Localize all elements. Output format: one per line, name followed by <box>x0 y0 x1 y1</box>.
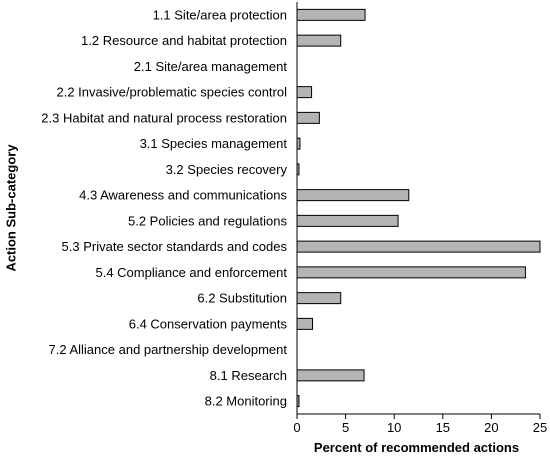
category-label-2-2-invasive-problematic-species-control: 2.2 Invasive/problematic species control <box>56 85 287 100</box>
bar-5-2-policies-and-regulations <box>296 214 399 227</box>
bar-5-4-compliance-and-enforcement <box>296 266 526 279</box>
bar-2-2-invasive-problematic-species-control <box>296 86 313 99</box>
bars-group <box>296 8 541 408</box>
category-label-8-1-research: 8.1 Research <box>210 368 287 383</box>
category-label-6-2-substitution: 6.2 Substitution <box>197 291 287 306</box>
category-label-5-3-private-sector-standards-and-codes: 5.3 Private sector standards and codes <box>62 239 288 254</box>
category-label-2-3-habitat-and-natural-process-restoration: 2.3 Habitat and natural process restorat… <box>41 110 287 125</box>
category-label-5-4-compliance-and-enforcement: 5.4 Compliance and enforcement <box>95 265 287 280</box>
bar-6-2-substitution <box>296 292 342 305</box>
x-tick-label-15: 15 <box>436 420 450 435</box>
bar-1-2-resource-and-habitat-protection <box>296 34 342 47</box>
x-tick-label-20: 20 <box>484 420 498 435</box>
category-label-7-2-alliance-and-partnership-development: 7.2 Alliance and partnership development <box>49 342 288 357</box>
bar-1-1-site-area-protection <box>296 8 366 21</box>
bar-6-4-conservation-payments <box>296 317 314 330</box>
category-label-5-2-policies-and-regulations: 5.2 Policies and regulations <box>128 213 287 228</box>
category-label-3-1-species-management: 3.1 Species management <box>140 136 288 151</box>
category-label-4-3-awareness-and-communications: 4.3 Awareness and communications <box>79 188 287 203</box>
x-axis-title: Percent of recommended actions <box>314 440 519 455</box>
bar-5-3-private-sector-standards-and-codes <box>296 240 541 253</box>
bar-4-3-awareness-and-communications <box>296 189 410 202</box>
y-axis-title: Action Sub-category <box>3 144 18 272</box>
x-axis-ticks: 0 5 10 15 20 25 <box>293 414 547 435</box>
x-tick-label-25: 25 <box>533 420 547 435</box>
x-tick-label-5: 5 <box>342 420 349 435</box>
category-label-6-4-conservation-payments: 6.4 Conservation payments <box>129 316 288 331</box>
category-labels: 1.1 Site/area protection 1.2 Resource and… <box>41 7 287 408</box>
category-label-8-2-monitoring: 8.2 Monitoring <box>205 394 287 409</box>
axes-group <box>296 2 540 415</box>
x-tick-label-10: 10 <box>387 420 401 435</box>
bar-8-1-research <box>296 369 365 382</box>
category-label-1-2-resource-and-habitat-protection: 1.2 Resource and habitat protection <box>81 33 287 48</box>
category-label-1-1-site-area-protection: 1.1 Site/area protection <box>153 7 287 22</box>
category-label-2-1-site-area-management: 2.1 Site/area management <box>134 59 288 74</box>
bar-2-3-habitat-and-natural-process-restoration <box>296 111 320 124</box>
x-tick-label-0: 0 <box>293 420 300 435</box>
category-label-3-2-species-recovery: 3.2 Species recovery <box>166 162 288 177</box>
